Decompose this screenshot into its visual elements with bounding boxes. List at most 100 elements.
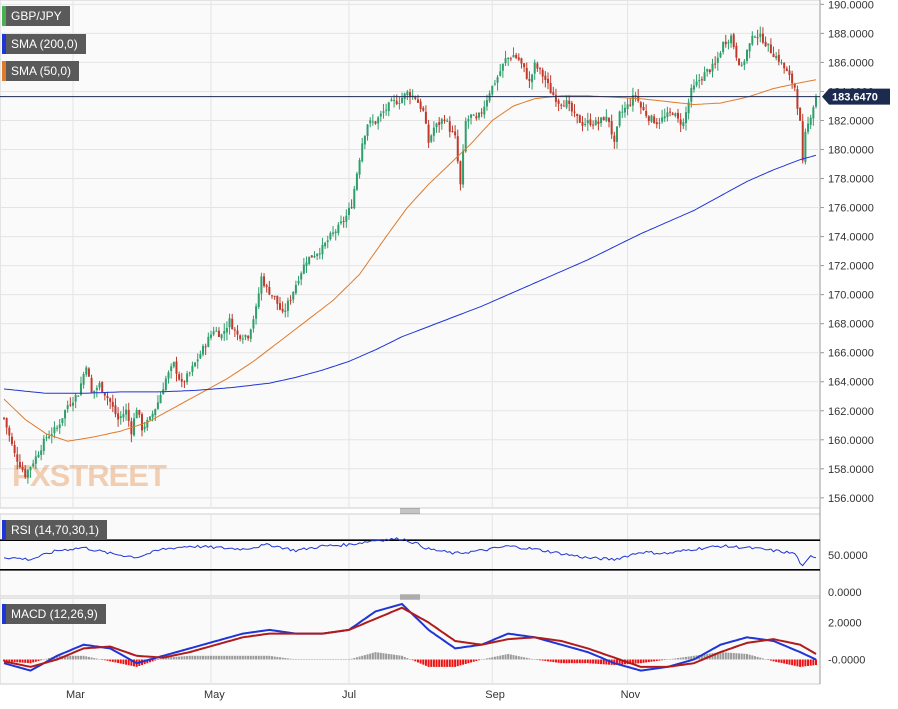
macd-histogram-bar	[18, 659, 21, 663]
candle-body	[263, 276, 266, 286]
candle-body	[321, 244, 324, 255]
macd-histogram-bar	[536, 659, 539, 660]
rsi-tick-label: 0.0000	[828, 587, 862, 599]
macd-histogram-bar	[464, 659, 467, 664]
candle-body	[448, 121, 451, 132]
candle-body	[539, 68, 542, 70]
candle-body	[671, 113, 674, 115]
macd-histogram-bar	[276, 656, 279, 660]
candle-body	[385, 109, 388, 111]
candle-body	[369, 120, 372, 124]
candle-body	[594, 120, 597, 126]
macd-histogram-bar	[340, 659, 343, 660]
candle-body	[101, 381, 104, 393]
macd-histogram-bar	[443, 659, 446, 667]
candle-body	[462, 150, 465, 185]
candle-body	[493, 83, 496, 85]
candle-body	[634, 95, 637, 97]
macd-histogram-bar	[807, 659, 810, 666]
candle-body	[610, 121, 613, 135]
macd-histogram-bar	[207, 655, 210, 660]
candle-body	[390, 99, 393, 102]
sma50-line	[3, 79, 817, 442]
macd-histogram-bar	[29, 659, 32, 664]
candle-body	[679, 119, 682, 125]
candle-body	[337, 224, 340, 234]
candle-body	[576, 113, 579, 116]
candle-body	[215, 330, 218, 332]
candle-body	[103, 392, 106, 396]
candle-body	[342, 221, 345, 223]
candle-body	[340, 221, 343, 224]
macd-histogram-bar	[581, 659, 584, 664]
x-tick-label: Jul	[342, 689, 356, 701]
candle-body	[422, 107, 425, 111]
macd-histogram-bar	[406, 658, 409, 660]
candle-body	[146, 419, 149, 428]
macd-histogram-bar	[759, 657, 762, 660]
candle-body	[69, 404, 72, 406]
macd-histogram-bar	[371, 652, 374, 660]
macd-histogram-bar	[374, 652, 377, 660]
candle-body	[16, 454, 19, 462]
macd-histogram-bar	[430, 659, 433, 667]
candle-body	[528, 78, 531, 82]
candle-body	[292, 291, 295, 300]
candle-body	[239, 335, 242, 339]
candle-body	[58, 424, 61, 429]
macd-histogram-bar	[95, 658, 98, 660]
candle-body	[677, 112, 680, 119]
macd-histogram-bar	[772, 659, 775, 662]
macd-histogram-bar	[440, 659, 443, 667]
candle-body	[202, 346, 205, 355]
candle-body	[687, 102, 690, 114]
candle-body	[313, 255, 316, 258]
macd-histogram-bar	[608, 659, 611, 665]
candle-body	[642, 106, 645, 111]
macd-histogram-bar	[456, 659, 459, 667]
candle-body	[780, 62, 783, 64]
candle-body	[148, 416, 151, 420]
macd-histogram-bar	[793, 659, 796, 666]
macd-histogram-bar	[209, 655, 212, 660]
macd-histogram-bar	[472, 659, 475, 662]
macd-histogram-bar	[687, 656, 690, 660]
macd-histogram-bar	[658, 659, 661, 661]
candle-body	[71, 402, 74, 406]
candle-body	[517, 57, 520, 60]
candle-body	[135, 410, 138, 419]
candle-body	[387, 102, 390, 112]
candle-body	[300, 273, 303, 280]
macd-histogram-bar	[815, 659, 817, 666]
macd-histogram-bar	[294, 659, 297, 660]
candle-body	[125, 409, 128, 415]
candle-body	[793, 83, 796, 88]
candle-body	[775, 56, 778, 59]
sma200-line	[3, 154, 817, 394]
macd-histogram-bar	[462, 659, 465, 665]
macd-histogram-bar	[618, 659, 621, 665]
macd-label: MACD (12,26,9)	[2, 604, 106, 624]
candle-body	[631, 95, 634, 106]
candle-body	[29, 466, 32, 471]
macd-histogram-bar	[93, 658, 96, 660]
macd-histogram-bar	[202, 655, 205, 660]
macd-histogram-bar	[106, 659, 109, 661]
candle-body	[692, 85, 695, 90]
macd-histogram-bar	[669, 659, 672, 660]
macd-histogram-bar	[16, 659, 19, 663]
macd-histogram-bar	[130, 659, 133, 666]
macd-histogram-bar	[363, 655, 366, 660]
candle-body	[223, 330, 226, 334]
candle-body	[143, 426, 146, 430]
price-tick-label: 156.0000	[828, 493, 874, 505]
macd-histogram-bar	[730, 652, 733, 660]
candle-body	[525, 67, 528, 79]
macd-histogram-bar	[549, 659, 552, 662]
candle-body	[302, 264, 305, 274]
candle-body	[334, 231, 337, 234]
candle-body	[700, 79, 703, 81]
macd-histogram-bar	[671, 658, 674, 660]
macd-histogram-bar	[257, 655, 260, 660]
macd-histogram-bar	[292, 659, 295, 660]
